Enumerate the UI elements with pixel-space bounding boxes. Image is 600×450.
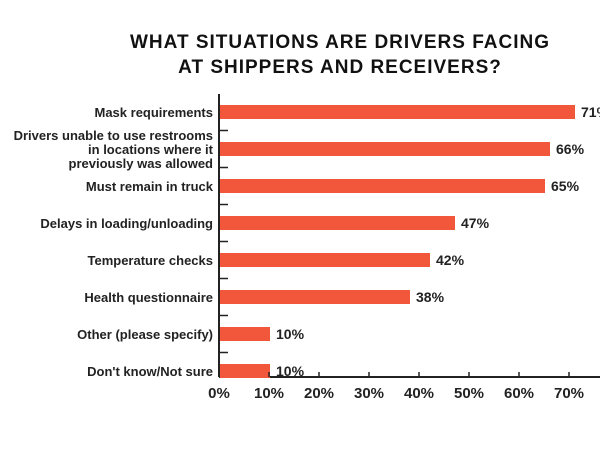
bar [220,290,410,304]
bar [220,142,550,156]
data-label: 47% [461,215,490,231]
x-tick-label: 20% [304,385,334,402]
x-tick-label: 50% [454,385,484,402]
chart-title: WHAT SITUATIONS ARE DRIVERS FACING AT SH… [0,30,600,80]
x-tick-label: 30% [354,385,384,402]
category-label: Don't know/Not sure [87,364,213,379]
category-label: Mask requirements [95,105,214,120]
data-label: 10% [276,326,305,342]
bar [220,105,575,119]
category-label: Drivers unable to use restrooms [14,128,213,143]
data-label: 38% [416,289,445,305]
x-tick-label: 0% [208,385,230,402]
data-label: 42% [436,252,465,268]
x-tick-label: 70% [554,385,584,402]
data-label: 71% [581,104,600,120]
category-label: Must remain in truck [86,179,214,194]
x-tick-label: 60% [504,385,534,402]
bar [220,179,545,193]
x-tick-label: 10% [254,385,284,402]
category-label: in locations where it [88,142,214,157]
data-label: 66% [556,141,585,157]
data-label: 65% [551,178,580,194]
category-label: Temperature checks [88,253,214,268]
category-label: Delays in loading/unloading [40,216,213,231]
data-label: 10% [276,363,305,379]
bar [220,216,455,230]
chart-title-line: WHAT SITUATIONS ARE DRIVERS FACING [130,32,550,53]
bar [220,327,270,341]
category-label: previously was allowed [69,156,214,171]
bar [220,253,430,267]
bar [220,364,270,378]
category-label: Health questionnaire [84,290,213,305]
x-tick-label: 40% [404,385,434,402]
category-label: Other (please specify) [77,327,213,342]
chart-title-line: AT SHIPPERS AND RECEIVERS? [178,57,502,78]
